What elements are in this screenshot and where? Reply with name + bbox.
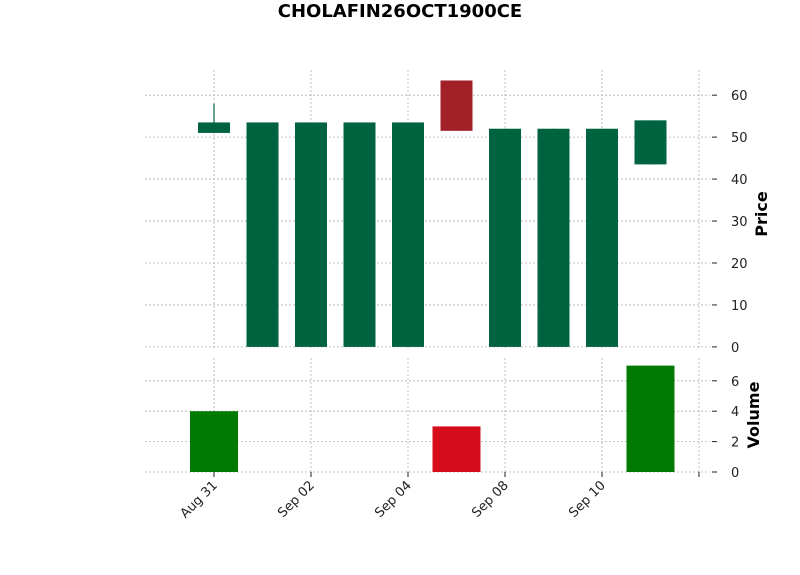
price-tick-label: 60 — [731, 89, 748, 104]
candle-body — [198, 122, 230, 133]
volume-bar — [626, 365, 675, 472]
volume-tick-label: 4 — [731, 405, 739, 420]
price-tick-label: 40 — [731, 173, 748, 188]
candle-body — [634, 120, 667, 165]
candle-body — [586, 128, 618, 347]
price-panel: 0 10 20 30 40 50 60 — [145, 70, 748, 356]
candle-body — [343, 122, 376, 347]
price-tick-label: 30 — [731, 215, 748, 230]
candle-body — [440, 80, 473, 131]
volume-tick-label: 2 — [731, 436, 739, 451]
price-tick-label: 10 — [731, 299, 748, 314]
candle-body — [392, 122, 424, 347]
x-axis: Aug 31 Sep 02 Sep 04 Sep 08 Sep 10 — [178, 472, 700, 521]
price-tick-label: 50 — [731, 131, 748, 146]
x-tick-label: Sep 10 — [566, 478, 609, 521]
candle-body — [537, 128, 570, 347]
price-tick-label: 0 — [731, 341, 739, 356]
volume-axis-label: Volume — [744, 381, 763, 448]
x-tick-label: Sep 02 — [275, 478, 318, 521]
volume-bar — [432, 426, 481, 472]
price-tick-label: 20 — [731, 257, 748, 272]
candle-body — [246, 122, 279, 347]
volume-tick-label: 6 — [731, 375, 739, 390]
x-tick-label: Aug 31 — [178, 478, 221, 521]
candle-body — [489, 128, 521, 347]
volume-bar — [190, 411, 238, 472]
volume-tick-label: 0 — [731, 466, 739, 481]
price-axis-label: Price — [752, 191, 771, 237]
candle-body — [295, 122, 327, 347]
volume-panel: 0 2 4 6 — [145, 358, 739, 481]
x-tick-label: Sep 04 — [372, 478, 415, 521]
chart-title: CHOLAFIN26OCT1900CE — [278, 1, 522, 22]
x-tick-label: Sep 08 — [469, 478, 512, 521]
